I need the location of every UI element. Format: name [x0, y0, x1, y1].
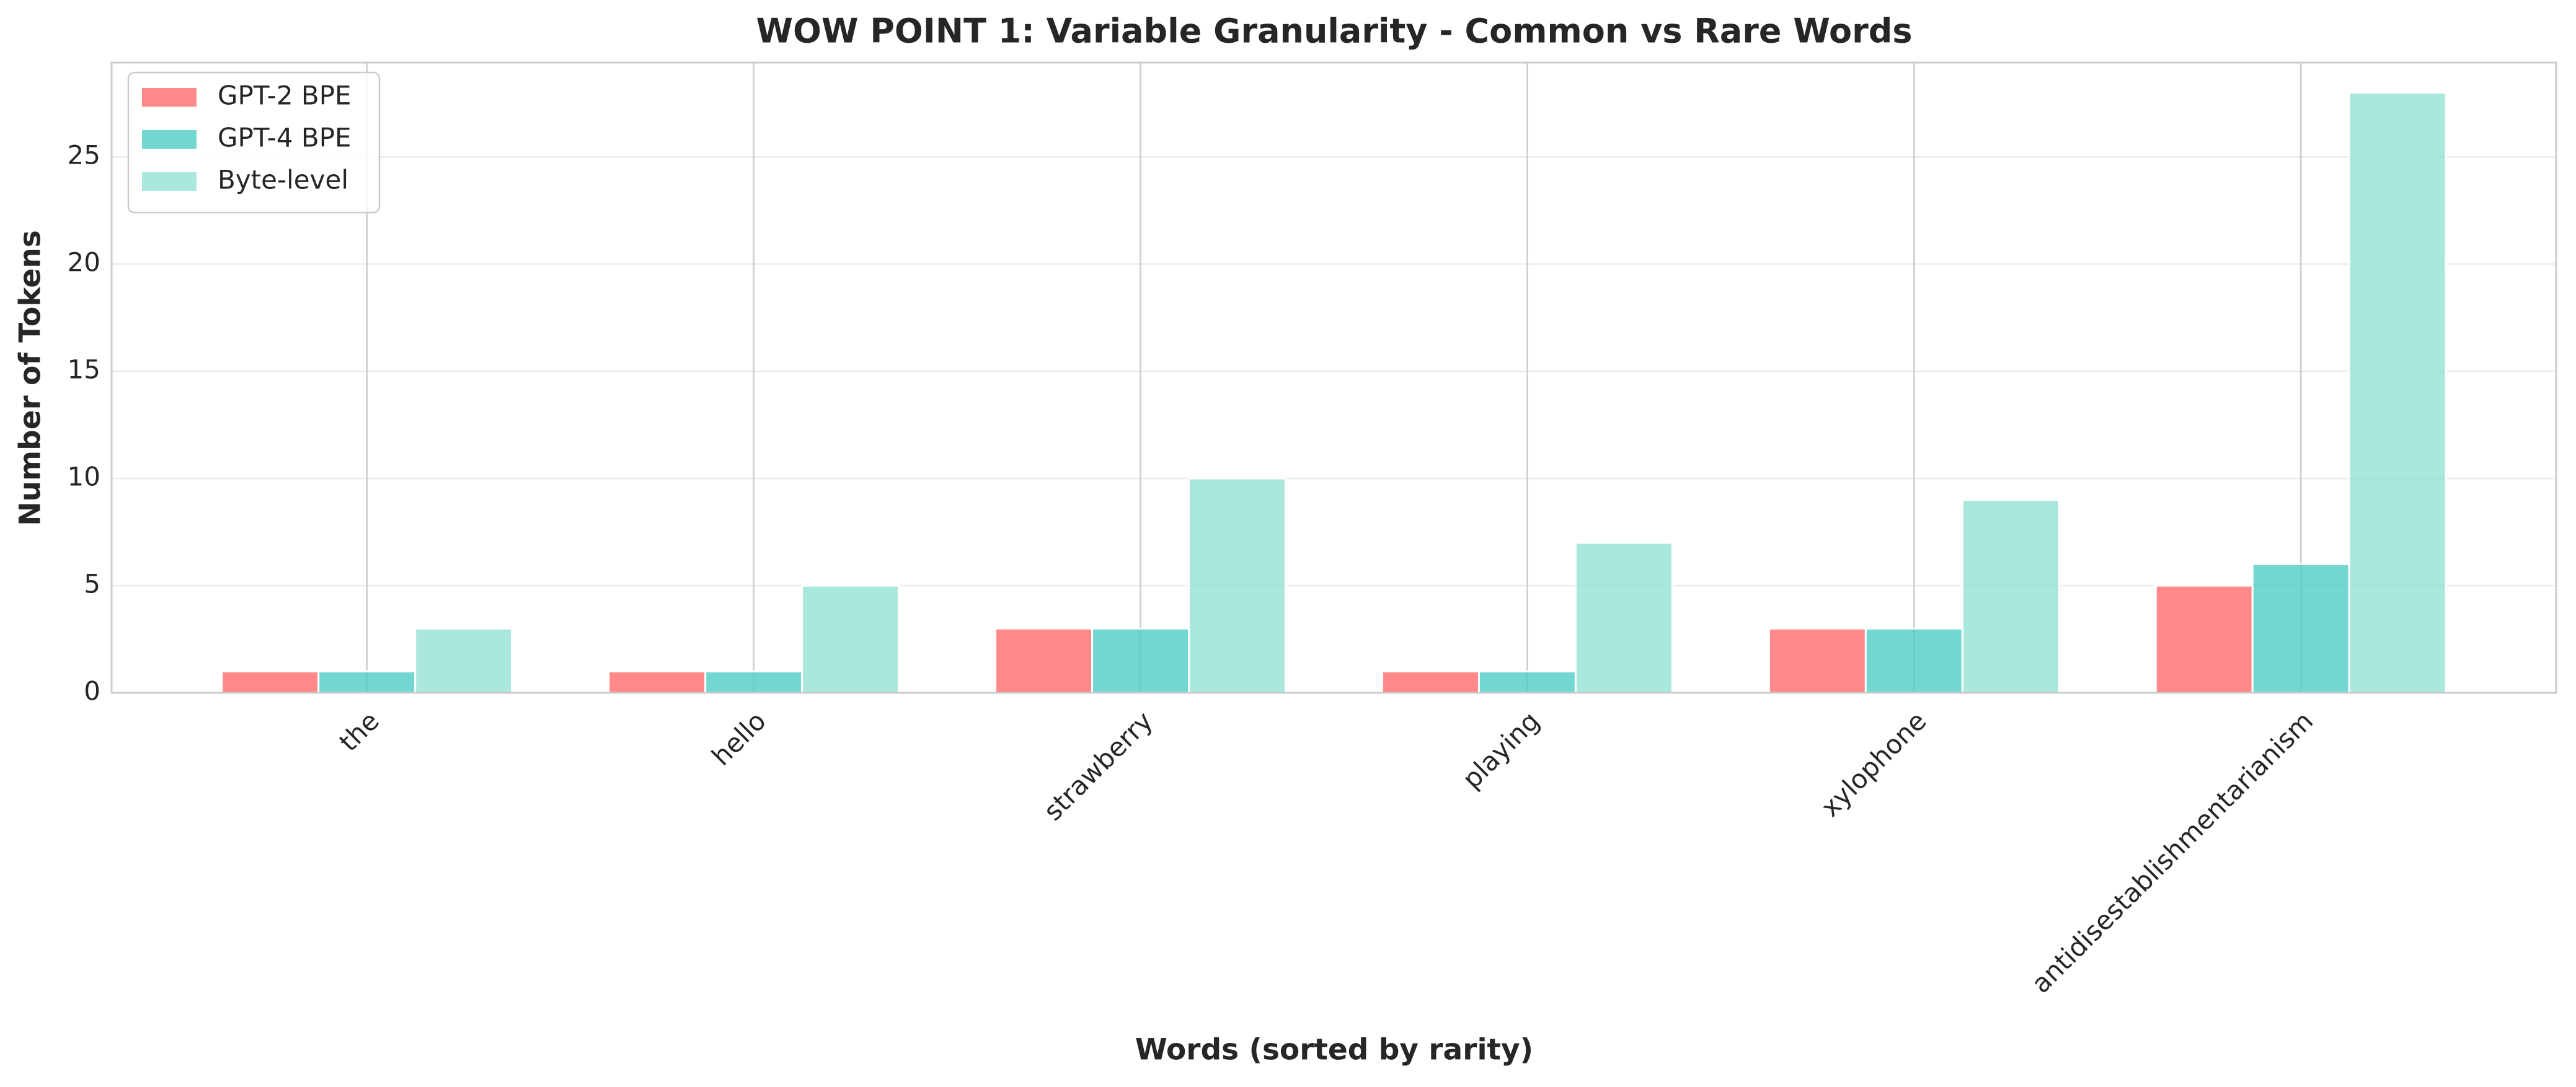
legend-label: GPT-2 BPE	[218, 81, 352, 111]
bar	[994, 627, 1094, 694]
bar	[1477, 670, 1577, 694]
bar	[801, 584, 900, 694]
y-tick-label: 25	[68, 140, 100, 170]
bar	[1188, 477, 1287, 694]
y-tick-label: 5	[84, 569, 100, 599]
bar	[317, 670, 417, 694]
y-tick-label: 10	[68, 462, 100, 492]
bar	[1961, 499, 2060, 694]
legend-swatch	[142, 130, 197, 149]
y-tick-label: 15	[68, 354, 100, 385]
y-tick-label: 0	[84, 676, 100, 706]
legend-swatch	[142, 88, 197, 107]
bar	[414, 627, 513, 694]
bar	[704, 670, 803, 694]
bar	[2251, 563, 2350, 694]
bar	[1768, 627, 1867, 694]
bar	[1574, 542, 1673, 694]
x-axis-label: Words (sorted by rarity)	[1135, 1033, 1533, 1067]
legend-label: GPT-4 BPE	[218, 123, 352, 153]
y-tick-label: 20	[68, 247, 100, 278]
bar	[221, 670, 320, 694]
bar	[1864, 627, 1963, 694]
bar	[2154, 584, 2254, 694]
bar	[608, 670, 707, 694]
bar	[1091, 627, 1190, 694]
legend-swatch	[142, 172, 197, 191]
chart-title: WOW POINT 1: Variable Granularity - Comm…	[756, 12, 1912, 51]
plot-frame	[110, 61, 2557, 694]
legend: GPT-2 BPE GPT-4 BPE Byte-level	[127, 71, 381, 214]
bar	[1381, 670, 1480, 694]
y-axis-label: Number of Tokens	[14, 230, 48, 526]
legend-label: Byte-level	[218, 165, 348, 195]
bar	[2348, 91, 2447, 694]
